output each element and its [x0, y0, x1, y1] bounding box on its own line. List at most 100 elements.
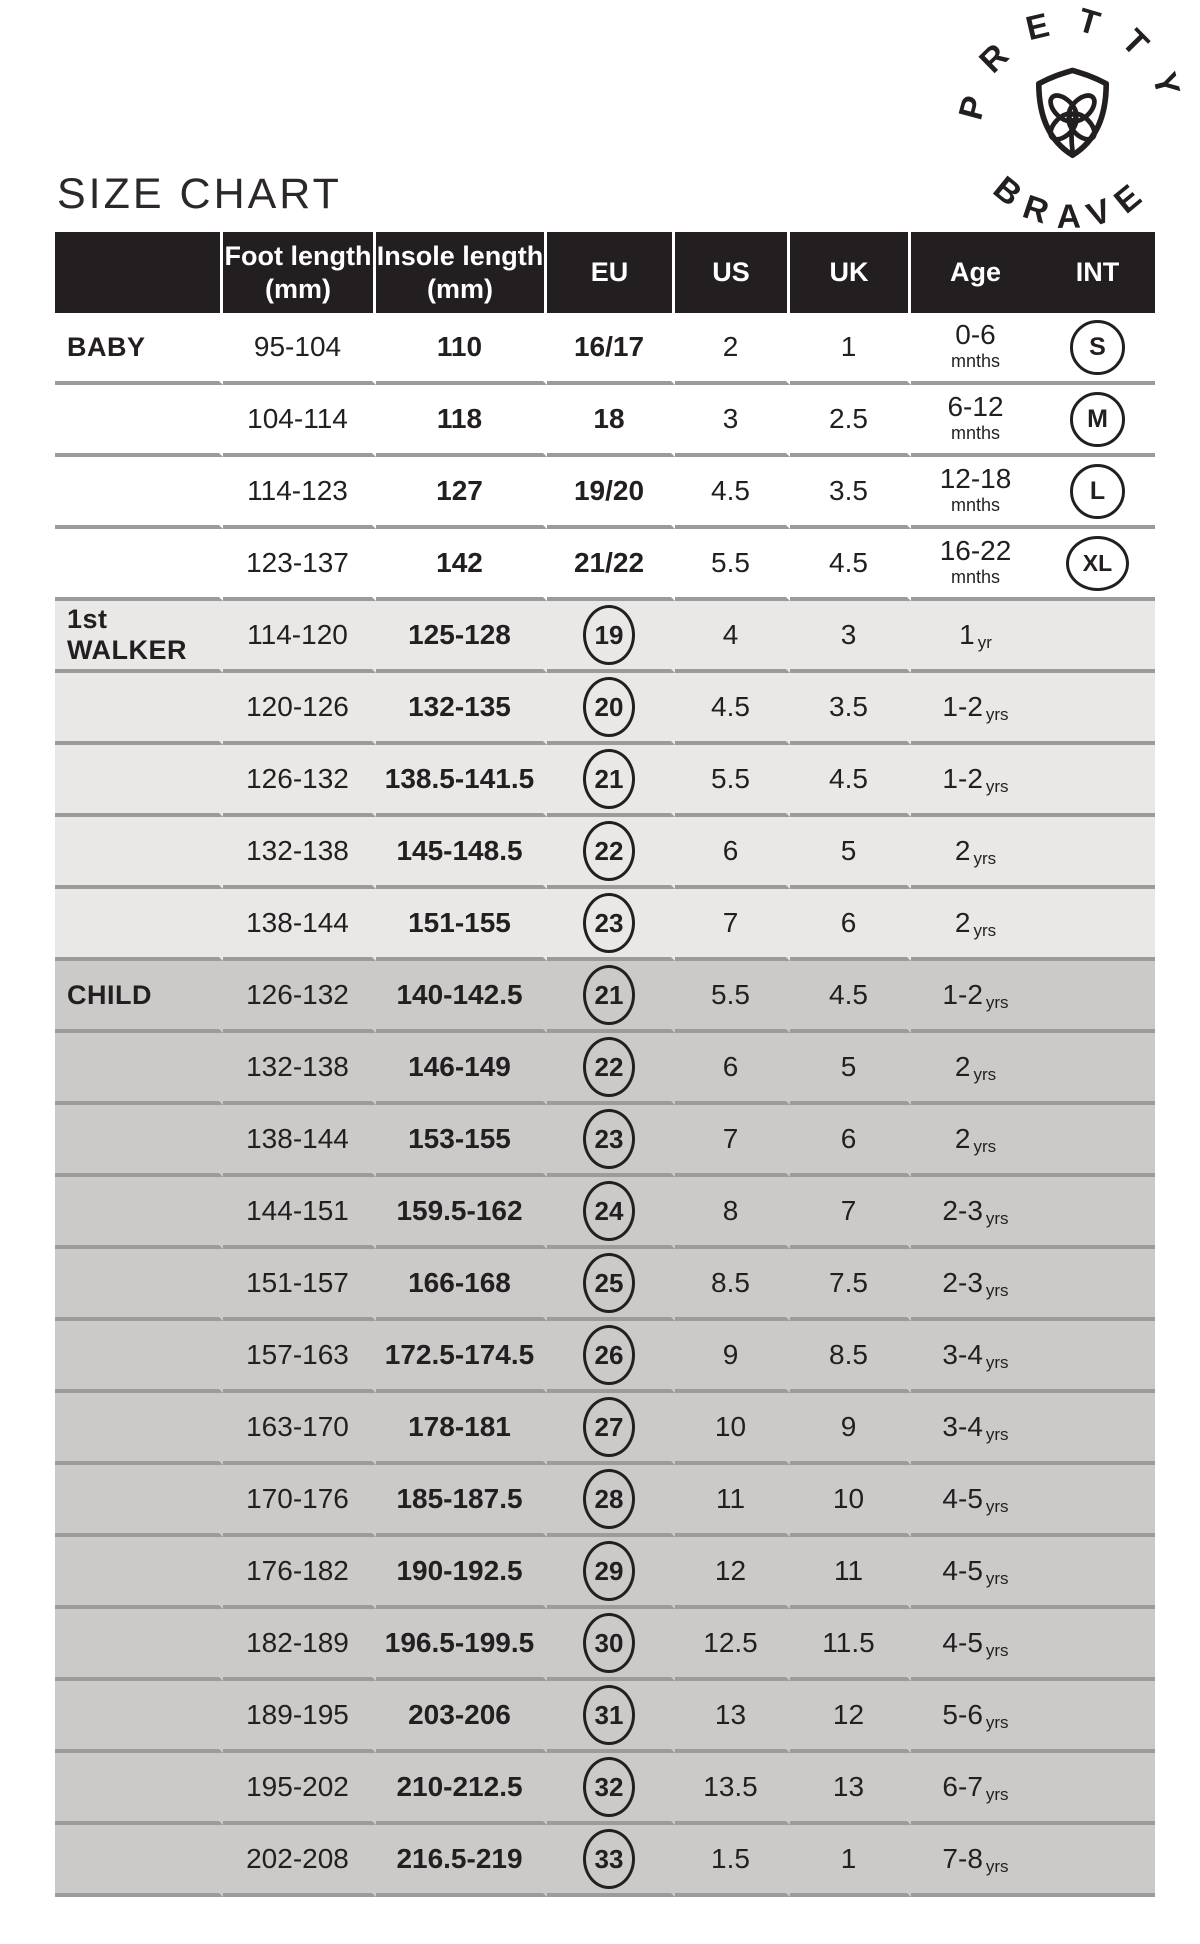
age-value: 2 yrs	[954, 1051, 997, 1084]
cell-foot-length: 123-137	[223, 529, 376, 601]
age-unit: yrs	[985, 1425, 1009, 1444]
cell-us-size: 8	[675, 1177, 790, 1249]
cell-int-size: S	[1040, 313, 1155, 385]
cell-section-label	[55, 1393, 223, 1465]
cell-us-size: 5.5	[675, 961, 790, 1033]
eu-size-value: 21/22	[573, 547, 645, 578]
cell-age: 1-2 yrs	[911, 745, 1040, 817]
cell-insole-length: 172.5-174.5	[376, 1321, 547, 1393]
cell-uk-size: 3.5	[790, 457, 911, 529]
size-row: 1st WALKER 114-120 125-128 19 4 3 1 yr	[55, 601, 1155, 673]
cell-foot-length: 189-195	[223, 1681, 376, 1753]
cell-age: 16-22 mnths	[911, 529, 1040, 601]
cell-int-size	[1040, 1105, 1155, 1177]
cell-section-label	[55, 1825, 223, 1897]
cell-uk-size: 7	[790, 1177, 911, 1249]
header-uk: UK	[790, 232, 911, 313]
age-unit: yrs	[985, 1713, 1009, 1732]
cell-int-size	[1040, 601, 1155, 673]
cell-eu-size: 21	[547, 745, 675, 817]
cell-insole-length: 196.5-199.5	[376, 1609, 547, 1681]
cell-age: 3-4 yrs	[911, 1321, 1040, 1393]
cell-foot-length: 151-157	[223, 1249, 376, 1321]
cell-us-size: 11	[675, 1465, 790, 1537]
cell-int-size	[1040, 1393, 1155, 1465]
cell-age: 1 yr	[911, 601, 1040, 673]
cell-insole-length: 210-212.5	[376, 1753, 547, 1825]
cell-int-size	[1040, 889, 1155, 961]
age-value: 3-4 yrs	[942, 1411, 1009, 1444]
size-row: 126-132 138.5-141.5 21 5.5 4.5 1-2 yrs	[55, 745, 1155, 817]
header-foot-length-unit: (mm)	[265, 273, 331, 304]
eu-size-value: 18	[593, 403, 625, 434]
eu-size-circle: 33	[583, 1829, 635, 1889]
eu-size-circle: 22	[583, 821, 635, 881]
cell-eu-size: 26	[547, 1321, 675, 1393]
cell-us-size: 13	[675, 1681, 790, 1753]
cell-int-size	[1040, 1753, 1155, 1825]
age-value: 4-5 yrs	[942, 1483, 1009, 1516]
cell-insole-length: 178-181	[376, 1393, 547, 1465]
eu-size-circle: 29	[583, 1541, 635, 1601]
cell-foot-length: 202-208	[223, 1825, 376, 1897]
cell-eu-size: 19	[547, 601, 675, 673]
cell-uk-size: 6	[790, 1105, 911, 1177]
cell-eu-size: 22	[547, 817, 675, 889]
age-value: 1-2 yrs	[942, 763, 1009, 796]
size-row: 144-151 159.5-162 24 8 7 2-3 yrs	[55, 1177, 1155, 1249]
cell-insole-length: 127	[376, 457, 547, 529]
age-value: 3-4 yrs	[942, 1339, 1009, 1372]
age-value: 5-6 yrs	[942, 1699, 1009, 1732]
cell-section-label: CHILD	[55, 961, 223, 1033]
cell-insole-length: 132-135	[376, 673, 547, 745]
cell-insole-length: 146-149	[376, 1033, 547, 1105]
cell-age: 4-5 yrs	[911, 1609, 1040, 1681]
age-unit: yrs	[985, 1857, 1009, 1876]
cell-eu-size: 33	[547, 1825, 675, 1897]
cell-int-size: XL	[1040, 529, 1155, 601]
cell-foot-length: 120-126	[223, 673, 376, 745]
cell-section-label	[55, 1537, 223, 1609]
cell-age: 2-3 yrs	[911, 1249, 1040, 1321]
size-row: 151-157 166-168 25 8.5 7.5 2-3 yrs	[55, 1249, 1155, 1321]
cell-us-size: 10	[675, 1393, 790, 1465]
age-value: 2 yrs	[954, 835, 997, 868]
int-size-circle: S	[1070, 319, 1125, 375]
eu-size-circle: 31	[583, 1685, 635, 1745]
cell-us-size: 6	[675, 817, 790, 889]
cell-foot-length: 104-114	[223, 385, 376, 457]
cell-eu-size: 23	[547, 1105, 675, 1177]
cell-uk-size: 3.5	[790, 673, 911, 745]
cell-us-size: 13.5	[675, 1753, 790, 1825]
cell-uk-size: 1	[790, 313, 911, 385]
cell-us-size: 7	[675, 889, 790, 961]
age-value: 16-22 mnths	[939, 534, 1012, 587]
cell-int-size	[1040, 1033, 1155, 1105]
cell-us-size: 5.5	[675, 745, 790, 817]
cell-foot-length: 195-202	[223, 1753, 376, 1825]
cell-section-label	[55, 673, 223, 745]
cell-int-size	[1040, 673, 1155, 745]
size-row: 170-176 185-187.5 28 11 10 4-5 yrs	[55, 1465, 1155, 1537]
eu-size-circle: 21	[583, 965, 635, 1025]
cell-us-size: 5.5	[675, 529, 790, 601]
shield-clover-icon	[1035, 67, 1110, 159]
age-unit: yrs	[973, 1065, 997, 1084]
cell-eu-size: 22	[547, 1033, 675, 1105]
cell-insole-length: 151-155	[376, 889, 547, 961]
cell-age: 4-5 yrs	[911, 1537, 1040, 1609]
cell-insole-length: 145-148.5	[376, 817, 547, 889]
size-row: 157-163 172.5-174.5 26 9 8.5 3-4 yrs	[55, 1321, 1155, 1393]
cell-us-size: 4.5	[675, 457, 790, 529]
age-value: 6-7 yrs	[942, 1771, 1009, 1804]
cell-eu-size: 25	[547, 1249, 675, 1321]
header-foot-length: Foot length (mm)	[223, 232, 376, 313]
age-value: 1-2 yrs	[942, 979, 1009, 1012]
cell-section-label	[55, 1681, 223, 1753]
cell-int-size	[1040, 1465, 1155, 1537]
cell-age: 2-3 yrs	[911, 1177, 1040, 1249]
cell-int-size: L	[1040, 457, 1155, 529]
cell-uk-size: 10	[790, 1465, 911, 1537]
size-chart-table: Foot length (mm) Insole length (mm) EU U…	[55, 232, 1155, 1897]
eu-size-circle: 23	[583, 1109, 635, 1169]
